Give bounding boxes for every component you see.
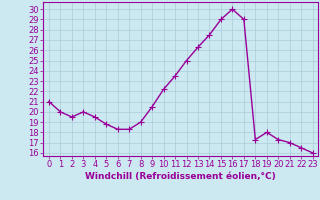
- X-axis label: Windchill (Refroidissement éolien,°C): Windchill (Refroidissement éolien,°C): [85, 172, 276, 181]
